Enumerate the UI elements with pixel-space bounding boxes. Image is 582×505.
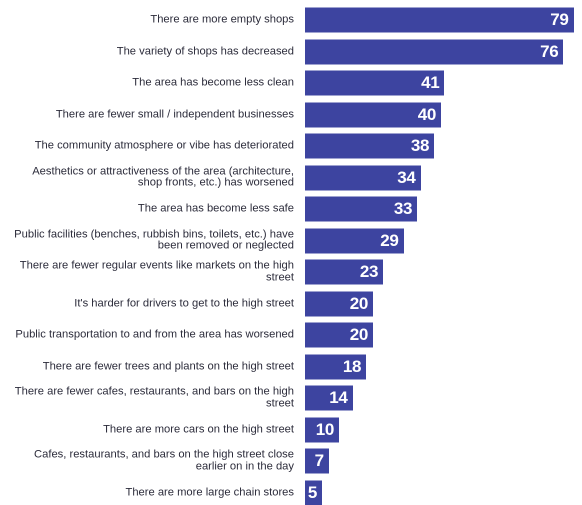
bar-value-label: 23: [359, 262, 379, 281]
category-label: There are fewer regular events like mark…: [19, 259, 294, 283]
bar: [305, 385, 353, 411]
bar-value-label: 34: [397, 167, 416, 187]
category-label: The variety of shops has decreased: [116, 44, 294, 57]
bar-value-label: 7: [314, 451, 324, 470]
category-label: Aesthetics or attractiveness of the area…: [32, 165, 294, 189]
category-label: The area has become less clean: [132, 76, 294, 89]
bar: [305, 480, 322, 505]
bar: [305, 291, 373, 316]
category-label: There are more cars on the high street: [103, 422, 294, 435]
bar-value-label: 29: [380, 230, 399, 250]
bar: [305, 259, 384, 285]
bar: [305, 102, 441, 127]
category-label: There are fewer cafes, restaurants, and …: [14, 385, 294, 409]
category-label: The community atmosphere or vibe has det…: [34, 139, 294, 152]
bar: [305, 196, 418, 222]
category-label: The area has become less safe: [137, 202, 294, 215]
bar: [305, 39, 564, 64]
bar-value-label: 20: [349, 325, 369, 344]
bar-value-label: 18: [342, 356, 362, 376]
bar-value-label: 14: [329, 388, 348, 407]
bar: [305, 7, 574, 33]
bar: [305, 322, 373, 348]
bar-value-label: 10: [315, 419, 335, 439]
bar: [305, 354, 367, 379]
category-label: There are more empty shops: [150, 13, 294, 26]
bar-value-label: 5: [307, 482, 317, 502]
category-label: Public transportation to and from the ar…: [15, 328, 294, 341]
bar-value-label: 40: [417, 104, 437, 124]
category-label: There are more large chain stores: [125, 485, 294, 498]
category-label: Public facilities (benches, rubbish bins…: [14, 228, 294, 252]
bar-value-label: 79: [550, 10, 569, 29]
bar-value-label: 41: [421, 73, 440, 92]
bar: [305, 133, 435, 159]
category-label: There are fewer small / independent busi…: [55, 107, 294, 120]
category-label: Cafes, restaurants, and bars on the high…: [34, 448, 294, 472]
bar: [305, 165, 421, 190]
bar-value-label: 33: [393, 199, 413, 218]
bar-value-label: 38: [410, 136, 430, 155]
category-label: There are fewer trees and plants on the …: [42, 359, 294, 372]
bar: [305, 417, 339, 442]
bar: [305, 70, 445, 96]
bar: [305, 448, 329, 474]
bar-value-label: 76: [540, 41, 559, 61]
category-label: It's harder for drivers to get to the hi…: [74, 296, 294, 309]
bar-value-label: 20: [349, 293, 369, 313]
bar: [305, 228, 404, 253]
